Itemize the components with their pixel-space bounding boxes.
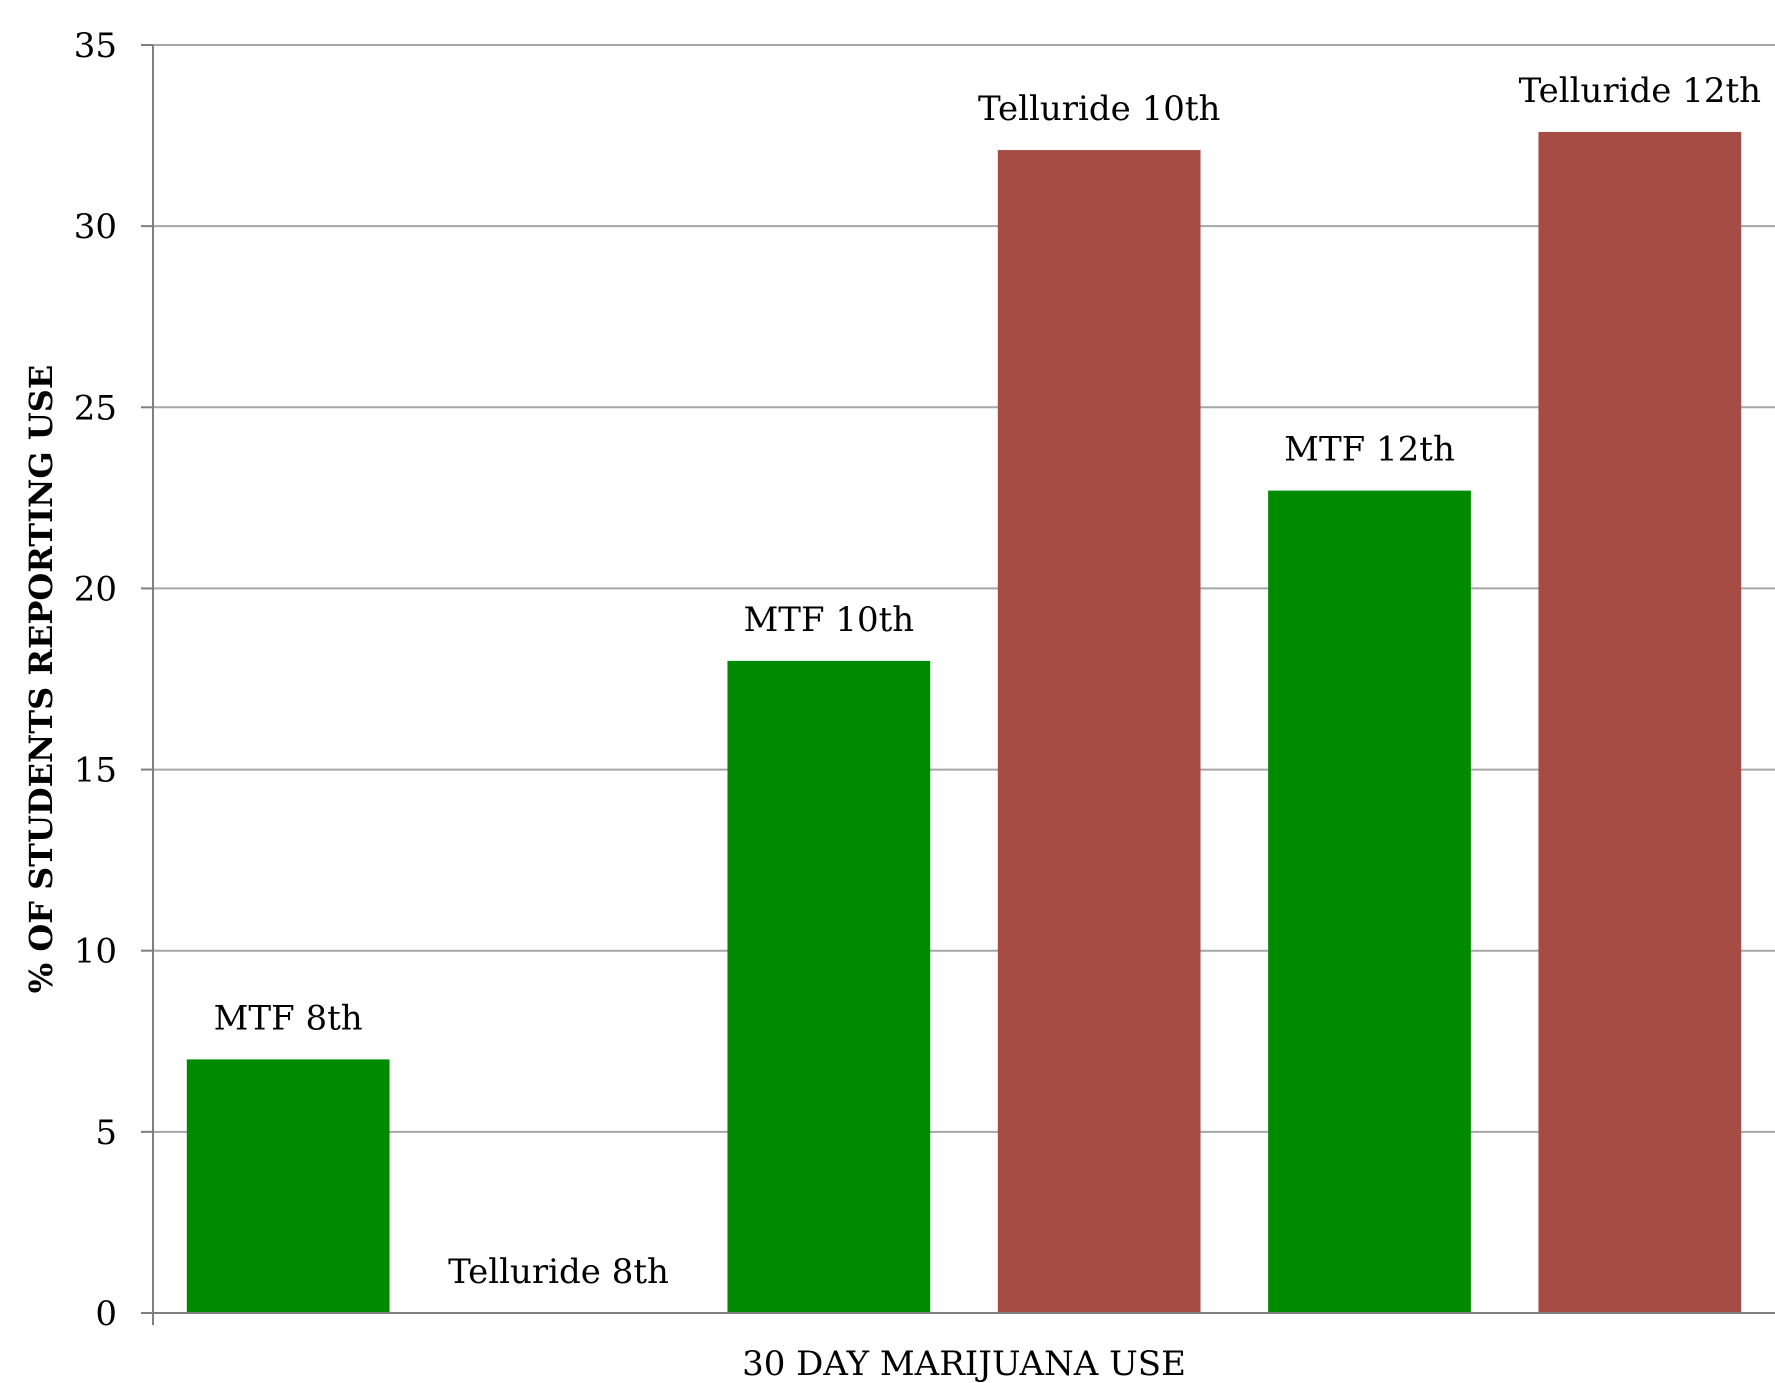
bar-data-label: Telluride 10th (978, 89, 1220, 129)
y-tick-label: 20 (74, 569, 117, 609)
y-tick-label: 25 (74, 388, 117, 428)
y-axis-title: % OF STUDENTS REPORTING USE (22, 365, 60, 993)
bar (1268, 490, 1471, 1313)
bar (727, 660, 931, 1313)
bar-data-label: MTF 10th (743, 600, 914, 640)
gridlines (141, 44, 1775, 1314)
y-tick-labels: 0 5 10 15 20 25 30 35 (74, 26, 117, 1334)
x-axis-title: 30 DAY MARIJUANA USE (742, 1344, 1186, 1383)
y-tick-label: 35 (74, 26, 117, 66)
bar (1538, 131, 1742, 1313)
bar (997, 150, 1201, 1313)
bar-data-label: Telluride 8th (448, 1252, 669, 1292)
y-tick-label: 30 (74, 207, 117, 247)
axes (152, 45, 1775, 1325)
y-tick-label: 5 (95, 1113, 117, 1153)
bar (186, 1059, 390, 1313)
y-tick-label: 0 (95, 1294, 117, 1334)
bar-labels: MTF 8th Telluride 8th MTF 10th Telluride 10… (214, 71, 1761, 1292)
bar-data-label: MTF 12th (1284, 430, 1455, 470)
bars (186, 131, 1742, 1313)
y-tick-label: 15 (74, 751, 117, 791)
bar-data-label: MTF 8th (214, 998, 363, 1038)
bar-data-label: Telluride 12th (1519, 71, 1761, 111)
y-tick-label: 10 (74, 932, 117, 972)
